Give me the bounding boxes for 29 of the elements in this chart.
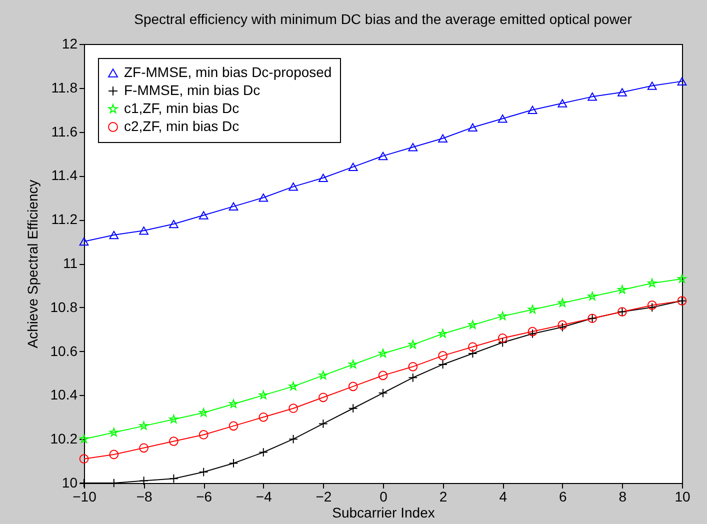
y-tick-label: 10 bbox=[62, 474, 78, 490]
chart-title: Spectral efficiency with minimum DC bias and the average emitted optical power bbox=[134, 11, 632, 27]
y-tick-label: 12 bbox=[62, 36, 78, 52]
y-tick-label: 11.4 bbox=[51, 167, 78, 184]
legend-label: c2,ZF, min bias Dc bbox=[124, 118, 240, 134]
x-tick-label: −6 bbox=[196, 488, 212, 504]
x-tick-label: 0 bbox=[380, 488, 388, 504]
legend-label: F-MMSE, min bias Dc bbox=[124, 82, 260, 98]
x-axis-title: Subcarrier Index bbox=[332, 504, 435, 520]
y-tick-label: 10.2 bbox=[50, 430, 78, 447]
x-tick-label: 2 bbox=[439, 488, 448, 504]
y-tick-label: 11.6 bbox=[51, 123, 78, 140]
x-tick-label: 6 bbox=[559, 488, 567, 504]
y-tick-label: 11.8 bbox=[51, 79, 78, 96]
y-tick-label: 10.6 bbox=[50, 342, 78, 359]
x-tick-label: 4 bbox=[499, 488, 508, 504]
x-tick-label: 10 bbox=[674, 488, 690, 504]
y-axis-title: Achieve Spectral Efficiency bbox=[24, 180, 40, 348]
y-tick-label: 11.2 bbox=[51, 211, 78, 228]
y-tick-label: 10.8 bbox=[50, 298, 78, 315]
x-tick-label: −8 bbox=[136, 488, 152, 504]
legend-label: c1,ZF, min bias Dc bbox=[124, 100, 240, 116]
x-tick-label: 8 bbox=[618, 488, 627, 504]
y-tick-label: 11 bbox=[62, 255, 78, 271]
legend-label: ZF-MMSE, min bias Dc-proposed bbox=[124, 64, 332, 80]
x-tick-label: −10 bbox=[72, 488, 97, 504]
x-tick-label: −2 bbox=[316, 488, 332, 504]
y-tick-label: 10.4 bbox=[50, 386, 78, 403]
x-tick-label: −4 bbox=[256, 488, 272, 504]
